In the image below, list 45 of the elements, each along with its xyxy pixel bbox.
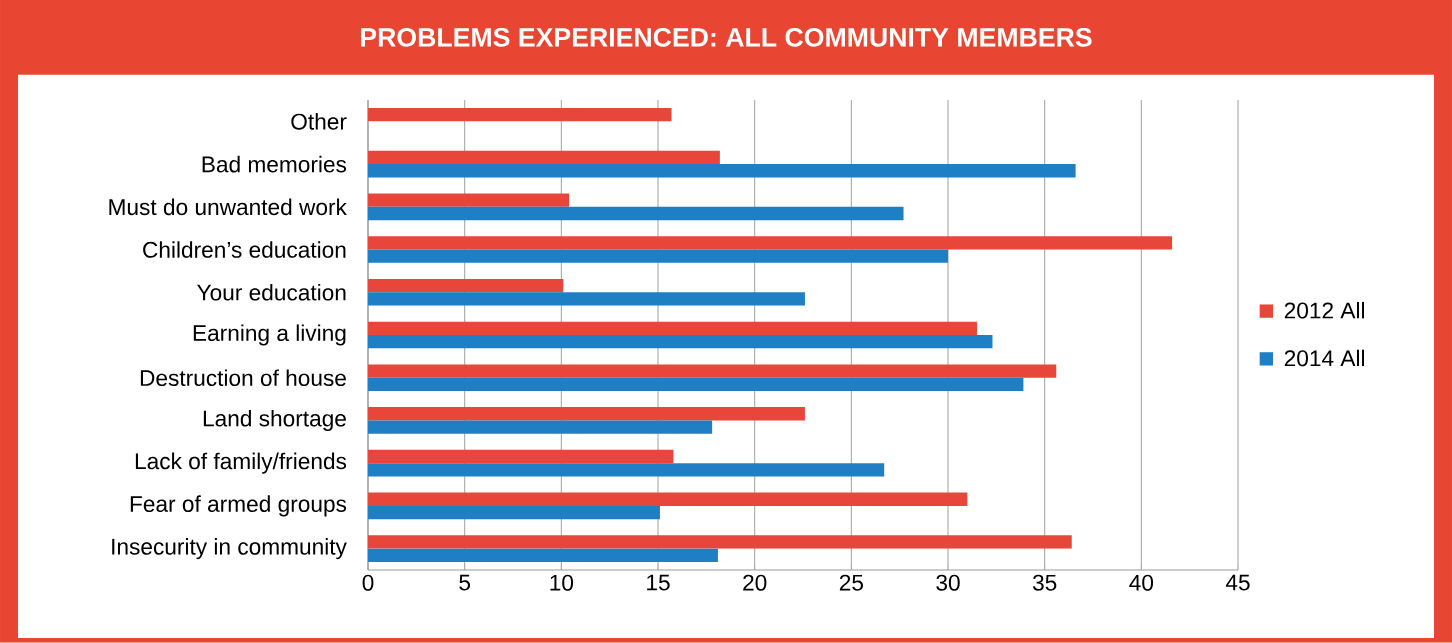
bar (368, 364, 1057, 378)
y-tick-label: Lack of family/friends (135, 452, 347, 474)
y-tick-label: Children’s education (143, 241, 346, 259)
y-tick-label: Your education (197, 284, 346, 301)
bar (368, 492, 968, 507)
x-tick-label: 40 (1129, 574, 1154, 591)
bar (368, 164, 1076, 178)
y-tick-label: Destruction of house (140, 369, 346, 387)
bar (368, 279, 564, 293)
bar (368, 420, 713, 434)
legend-label: 2012 All (1284, 302, 1365, 319)
bar (368, 292, 805, 306)
x-tick-label: 15 (647, 574, 670, 591)
bar (368, 377, 1024, 392)
x-tick-label: 45 (1225, 574, 1250, 591)
bar (368, 450, 674, 464)
x-tick-label: 20 (743, 574, 767, 591)
bar (368, 108, 672, 122)
bar (368, 193, 570, 207)
x-tick-label: 0 (362, 574, 374, 591)
bar (368, 335, 993, 349)
y-tick-label: Insecurity in community (112, 538, 347, 560)
y-tick-label: Bad memories (202, 155, 347, 173)
y-tick-label: Other (291, 113, 347, 130)
bar (368, 407, 805, 421)
y-tick-label: Must do unwanted work (109, 198, 347, 216)
y-tick-label: Land shortage (203, 410, 346, 432)
bar (368, 206, 904, 221)
bar (368, 321, 978, 336)
bar (368, 150, 720, 165)
y-tick-label: Fear of armed groups (130, 495, 347, 517)
chart-title: PROBLEMS EXPERIENCED: ALL COMMUNITY MEMBERS (361, 28, 1092, 47)
bar (368, 236, 1173, 250)
bar (368, 506, 660, 520)
legend-label: 2014 All (1284, 349, 1365, 367)
x-tick-label: 5 (459, 574, 471, 591)
x-tick-label: 10 (550, 574, 574, 591)
x-tick-label: 35 (1032, 574, 1057, 591)
bar (368, 249, 948, 264)
y-tick-label: Earning a living (193, 324, 346, 346)
x-tick-label: 25 (839, 574, 863, 591)
x-tick-label: 30 (936, 574, 960, 591)
bar (368, 535, 1072, 549)
bar (368, 548, 718, 563)
bar (368, 463, 885, 477)
